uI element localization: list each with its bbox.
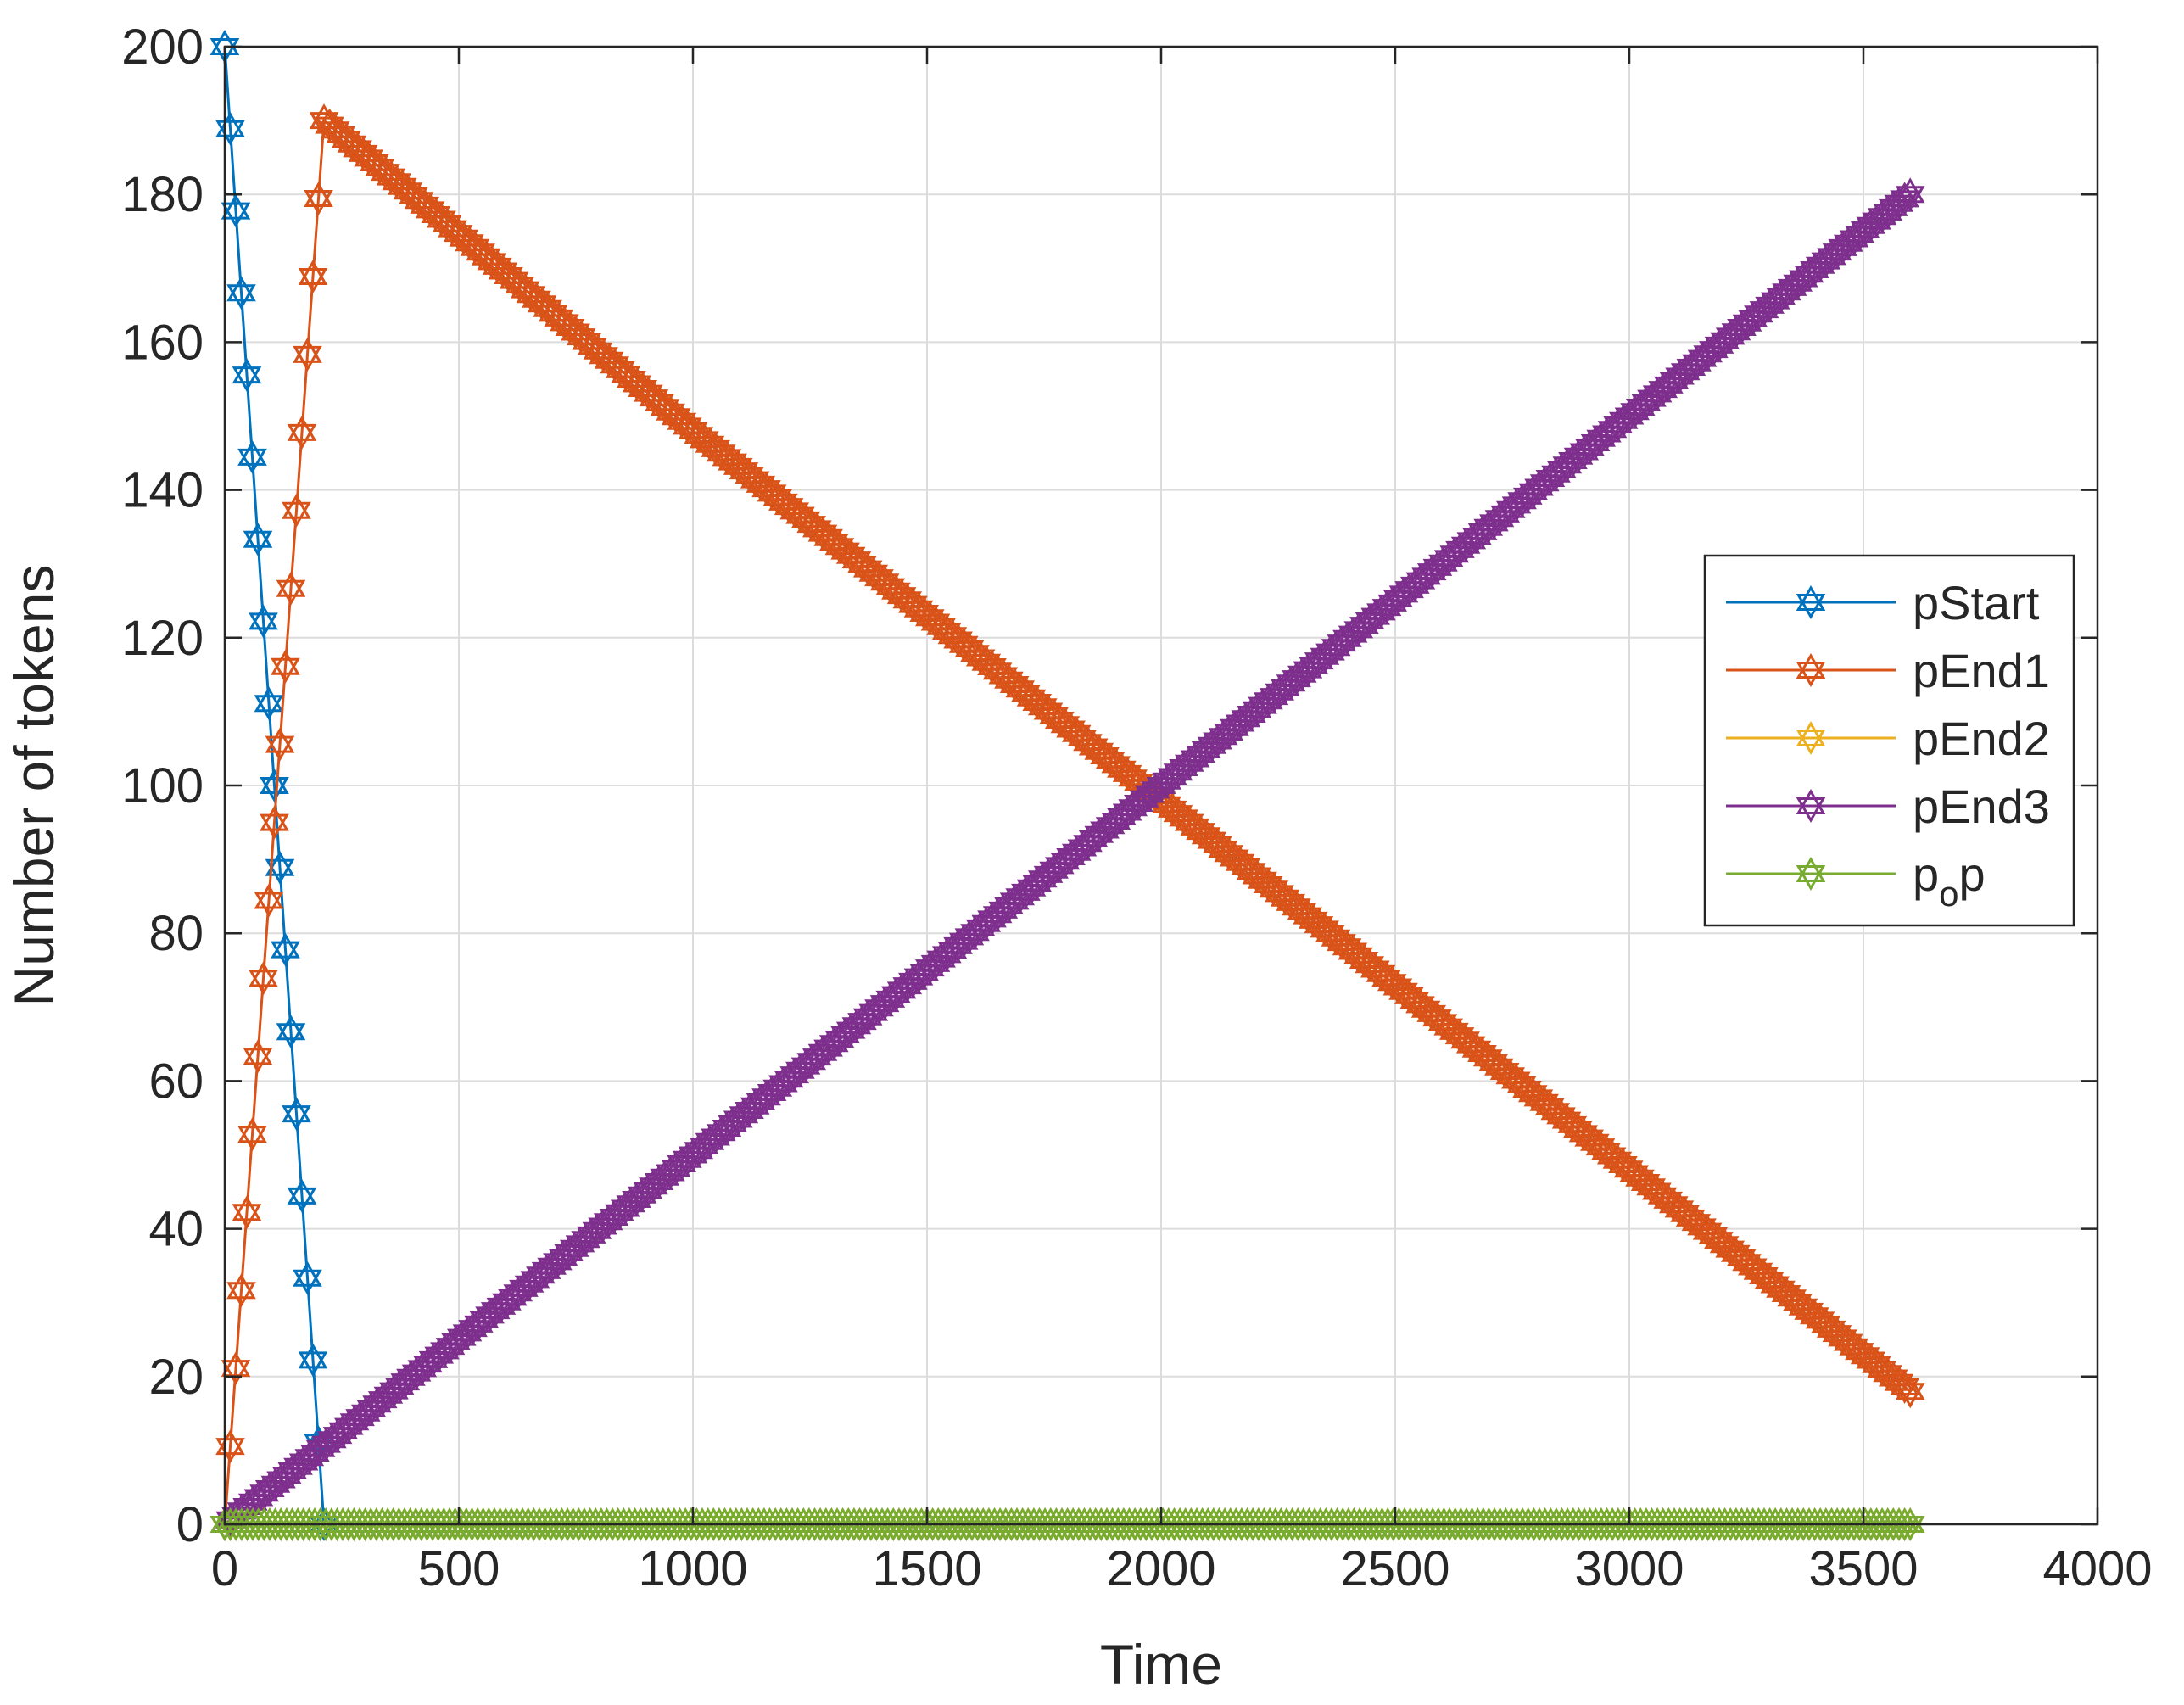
data-point xyxy=(271,649,300,684)
data-point xyxy=(271,932,300,967)
y-tick-label: 0 xyxy=(176,1497,204,1552)
data-point xyxy=(293,337,322,372)
legend-label: pStart xyxy=(1913,576,2040,629)
data-point xyxy=(265,727,295,762)
series-pEnd3 xyxy=(209,177,1925,1542)
series-pEnd1 xyxy=(209,103,1925,1542)
x-tick-label: 2500 xyxy=(1340,1541,1449,1596)
data-point xyxy=(287,1178,317,1213)
legend-box xyxy=(1703,554,2075,927)
x-tick-label: 1500 xyxy=(872,1541,981,1596)
legend-item: pStart xyxy=(1726,576,2040,629)
data-point xyxy=(249,961,278,996)
x-axis-title: Time xyxy=(1100,1633,1222,1696)
data-point xyxy=(304,181,333,216)
data-point xyxy=(243,1039,273,1074)
legend-item: pEnd3 xyxy=(1726,780,2050,833)
x-tick-label: 1000 xyxy=(638,1541,747,1596)
y-tick-label: 180 xyxy=(121,167,204,222)
data-point xyxy=(1895,1374,1925,1409)
y-tick-label: 100 xyxy=(121,758,204,813)
legend-label: pEnd1 xyxy=(1913,644,2050,697)
y-axis-title: Number of tokens xyxy=(3,565,65,1007)
legend-marker xyxy=(1796,856,1826,892)
y-tick-label: 140 xyxy=(121,463,204,518)
data-point xyxy=(298,259,328,294)
legend-label: pop xyxy=(1913,847,1986,914)
data-point xyxy=(276,571,306,606)
series-line-pStart xyxy=(223,46,326,1525)
x-tick-label: 3000 xyxy=(1574,1541,1684,1596)
data-point xyxy=(237,439,267,474)
data-point xyxy=(226,276,256,310)
legend-label: pEnd2 xyxy=(1913,712,2050,765)
data-point xyxy=(237,1117,267,1152)
data-point xyxy=(249,604,278,639)
legend-item: pEnd1 xyxy=(1726,644,2050,697)
data-point xyxy=(293,1261,322,1295)
y-tick-label: 80 xyxy=(148,906,204,961)
legend-label-main: p xyxy=(1913,847,1939,901)
data-point xyxy=(1895,1507,1925,1542)
legend-label: pEnd3 xyxy=(1913,780,2050,833)
x-tick-label: 4000 xyxy=(2042,1541,2152,1596)
data-point xyxy=(254,686,284,721)
y-tick-label: 160 xyxy=(121,315,204,370)
data-point xyxy=(260,768,289,803)
data-point xyxy=(221,193,251,228)
data-point xyxy=(287,415,317,450)
y-tick-label: 120 xyxy=(121,611,204,666)
x-tick-label: 2000 xyxy=(1106,1541,1215,1596)
y-tick-label: 20 xyxy=(148,1350,204,1405)
y-tick-label: 60 xyxy=(148,1054,204,1109)
data-point xyxy=(265,850,295,885)
x-tick-label: 3500 xyxy=(1808,1541,1918,1596)
ticks: 0 500 1000 1500 2000 2500 3000 3500 4000 0 20 40 60 8… xyxy=(121,20,2152,1596)
y-tick-label: 40 xyxy=(148,1202,204,1257)
x-tick-label: 0 xyxy=(211,1541,238,1596)
legend-marker xyxy=(1796,720,1826,756)
legend-marker xyxy=(1796,788,1826,824)
data-point xyxy=(243,522,273,556)
data-point xyxy=(1895,177,1925,212)
legend: pStart pEnd1 pEnd2 pEnd3 pop xyxy=(1703,554,2075,927)
data-point xyxy=(282,1097,311,1132)
legend-label-tail: p xyxy=(1959,847,1986,901)
series-pop xyxy=(209,1507,1925,1542)
data-point xyxy=(254,883,284,918)
x-tick-label: 500 xyxy=(418,1541,500,1596)
series-group xyxy=(209,29,1925,1542)
data-point xyxy=(298,1343,328,1378)
legend-label-subscript: o xyxy=(1939,874,1958,914)
data-point xyxy=(226,1273,256,1308)
data-point xyxy=(232,1195,262,1230)
legend-marker xyxy=(1796,652,1826,688)
y-tick-label: 200 xyxy=(121,20,204,75)
data-point xyxy=(232,358,262,393)
data-point xyxy=(260,805,289,840)
legend-item: pop xyxy=(1726,847,1986,914)
data-point xyxy=(276,1015,306,1049)
data-point xyxy=(282,493,311,528)
legend-marker xyxy=(1796,584,1826,620)
legend-item: pEnd2 xyxy=(1726,712,2050,765)
